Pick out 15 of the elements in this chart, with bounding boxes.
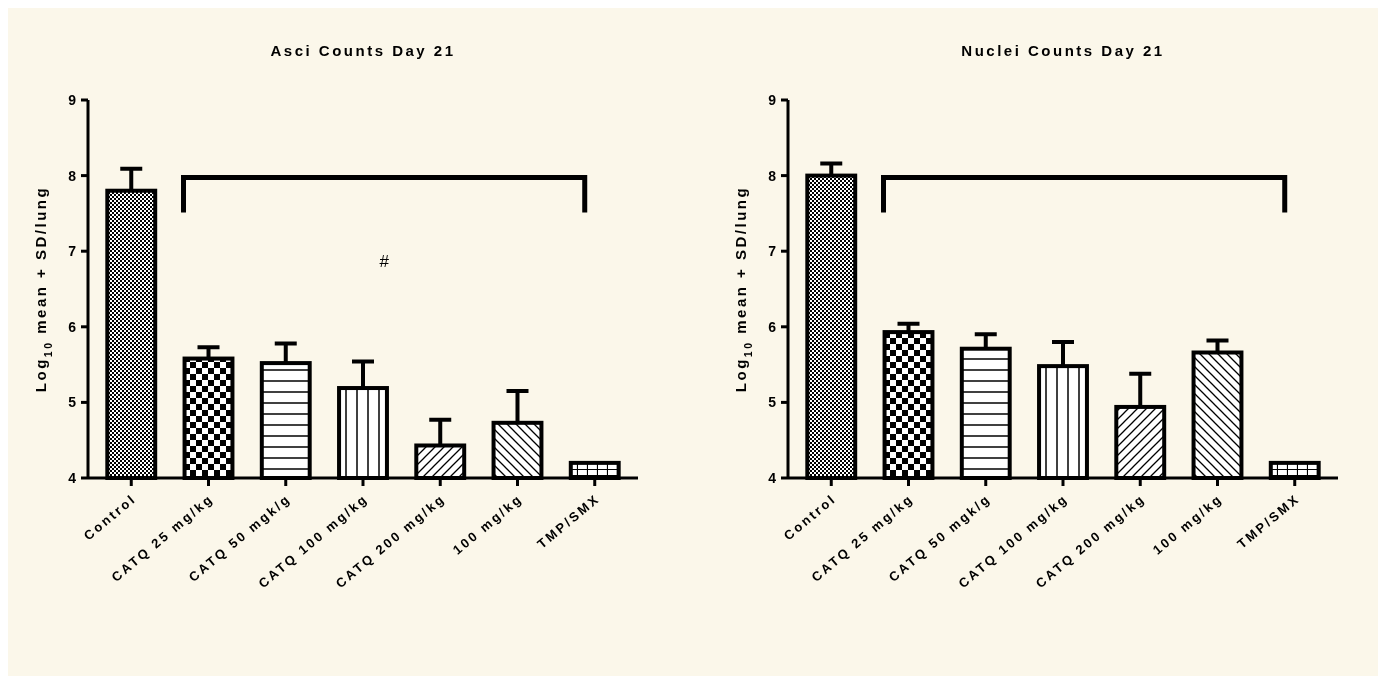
y-tick-label: 4 — [68, 469, 77, 486]
y-tick-label: 6 — [768, 318, 777, 335]
y-tick-label: 8 — [768, 167, 777, 184]
chart-title: Nuclei Counts Day 21 — [961, 42, 1165, 59]
y-tick-label: 9 — [768, 91, 777, 108]
y-tick-label: 5 — [768, 394, 777, 411]
y-tick-label: 5 — [68, 394, 77, 411]
chart-title: Asci Counts Day 21 — [270, 42, 456, 59]
y-tick-label: 7 — [68, 243, 77, 260]
y-tick-label: 7 — [768, 243, 777, 260]
y-tick-label: 9 — [68, 91, 77, 108]
y-tick-label: 6 — [68, 318, 77, 335]
y-tick-label: 8 — [68, 167, 77, 184]
y-tick-label: 4 — [768, 469, 777, 486]
annotation: # — [379, 252, 390, 272]
